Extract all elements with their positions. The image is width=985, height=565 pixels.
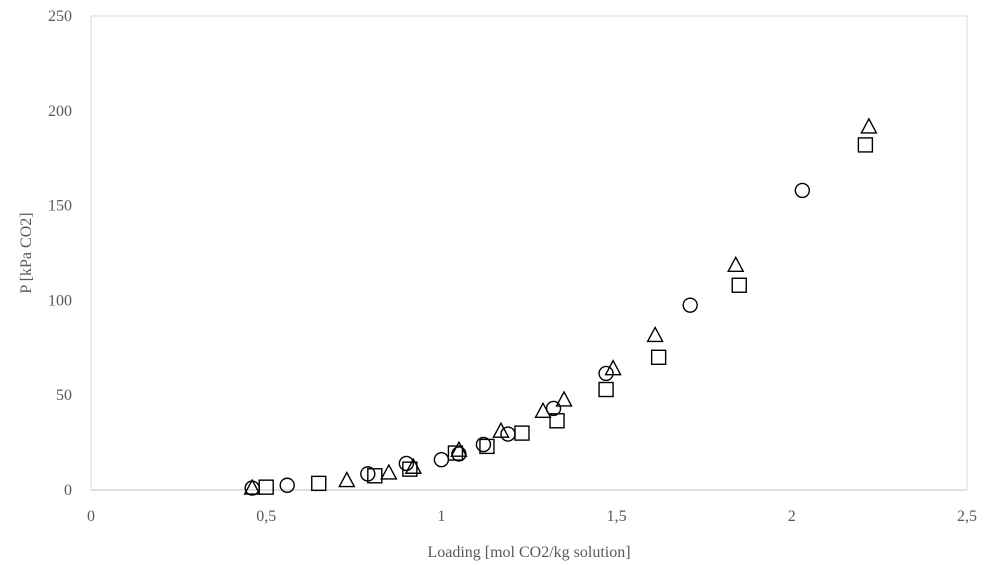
circle-marker bbox=[500, 426, 516, 442]
circle-marker bbox=[433, 451, 450, 468]
square-marker bbox=[857, 137, 874, 153]
x-axis-title: Loading [mol CO2/kg solution] bbox=[427, 544, 630, 561]
square-marker bbox=[258, 479, 274, 495]
circle-marker bbox=[398, 455, 415, 472]
x-tick-labels: 0 0,5 1 1,5 2 2,5 bbox=[87, 508, 977, 525]
square-marker bbox=[367, 468, 383, 484]
square-marker bbox=[731, 277, 747, 293]
triangle-marker bbox=[727, 255, 745, 273]
square-marker bbox=[514, 425, 530, 441]
circle-marker bbox=[451, 446, 467, 462]
triangle-marker bbox=[646, 325, 664, 343]
triangle-marker bbox=[555, 390, 573, 407]
triangle-marker bbox=[604, 359, 622, 376]
square-marker bbox=[549, 413, 565, 429]
circle-marker bbox=[475, 436, 492, 453]
y-axis-title: P [kPa CO2] bbox=[18, 212, 35, 293]
circle-marker bbox=[682, 297, 698, 313]
square-marker bbox=[479, 438, 495, 455]
y-tick-label: 50 bbox=[56, 387, 72, 404]
x-tick-label: 0,5 bbox=[256, 508, 276, 525]
triangle-marker bbox=[492, 421, 510, 438]
circle-marker bbox=[598, 365, 614, 382]
square-marker bbox=[447, 445, 464, 461]
y-tick-label: 250 bbox=[48, 8, 72, 25]
square-marker bbox=[311, 475, 327, 492]
x-tick-label: 2 bbox=[788, 508, 796, 525]
circle-marker bbox=[279, 477, 295, 493]
triangle-marker bbox=[338, 471, 356, 488]
triangle-marker bbox=[380, 463, 398, 480]
x-tick-label: 2,5 bbox=[957, 508, 977, 525]
y-tick-label: 150 bbox=[48, 198, 72, 215]
y-tick-labels: 0 50 100 150 200 250 bbox=[48, 8, 72, 499]
plot-frame bbox=[90, 15, 968, 491]
square-marker bbox=[402, 461, 418, 477]
y-tick-label: 100 bbox=[48, 292, 72, 309]
triangle-marker bbox=[243, 478, 261, 495]
x-tick-label: 1 bbox=[437, 508, 445, 525]
circle-marker bbox=[794, 182, 811, 199]
data-markers bbox=[243, 117, 878, 496]
square-marker bbox=[598, 381, 614, 398]
x-tick-label: 1,5 bbox=[607, 508, 627, 525]
square-marker bbox=[650, 349, 667, 365]
triangle-marker bbox=[404, 457, 423, 474]
y-tick-label: 0 bbox=[64, 482, 72, 499]
y-tick-label: 200 bbox=[48, 103, 72, 120]
triangle-marker bbox=[450, 440, 468, 457]
x-tick-label: 0 bbox=[87, 508, 95, 525]
triangle-marker bbox=[860, 117, 878, 134]
triangle-marker bbox=[534, 401, 552, 419]
